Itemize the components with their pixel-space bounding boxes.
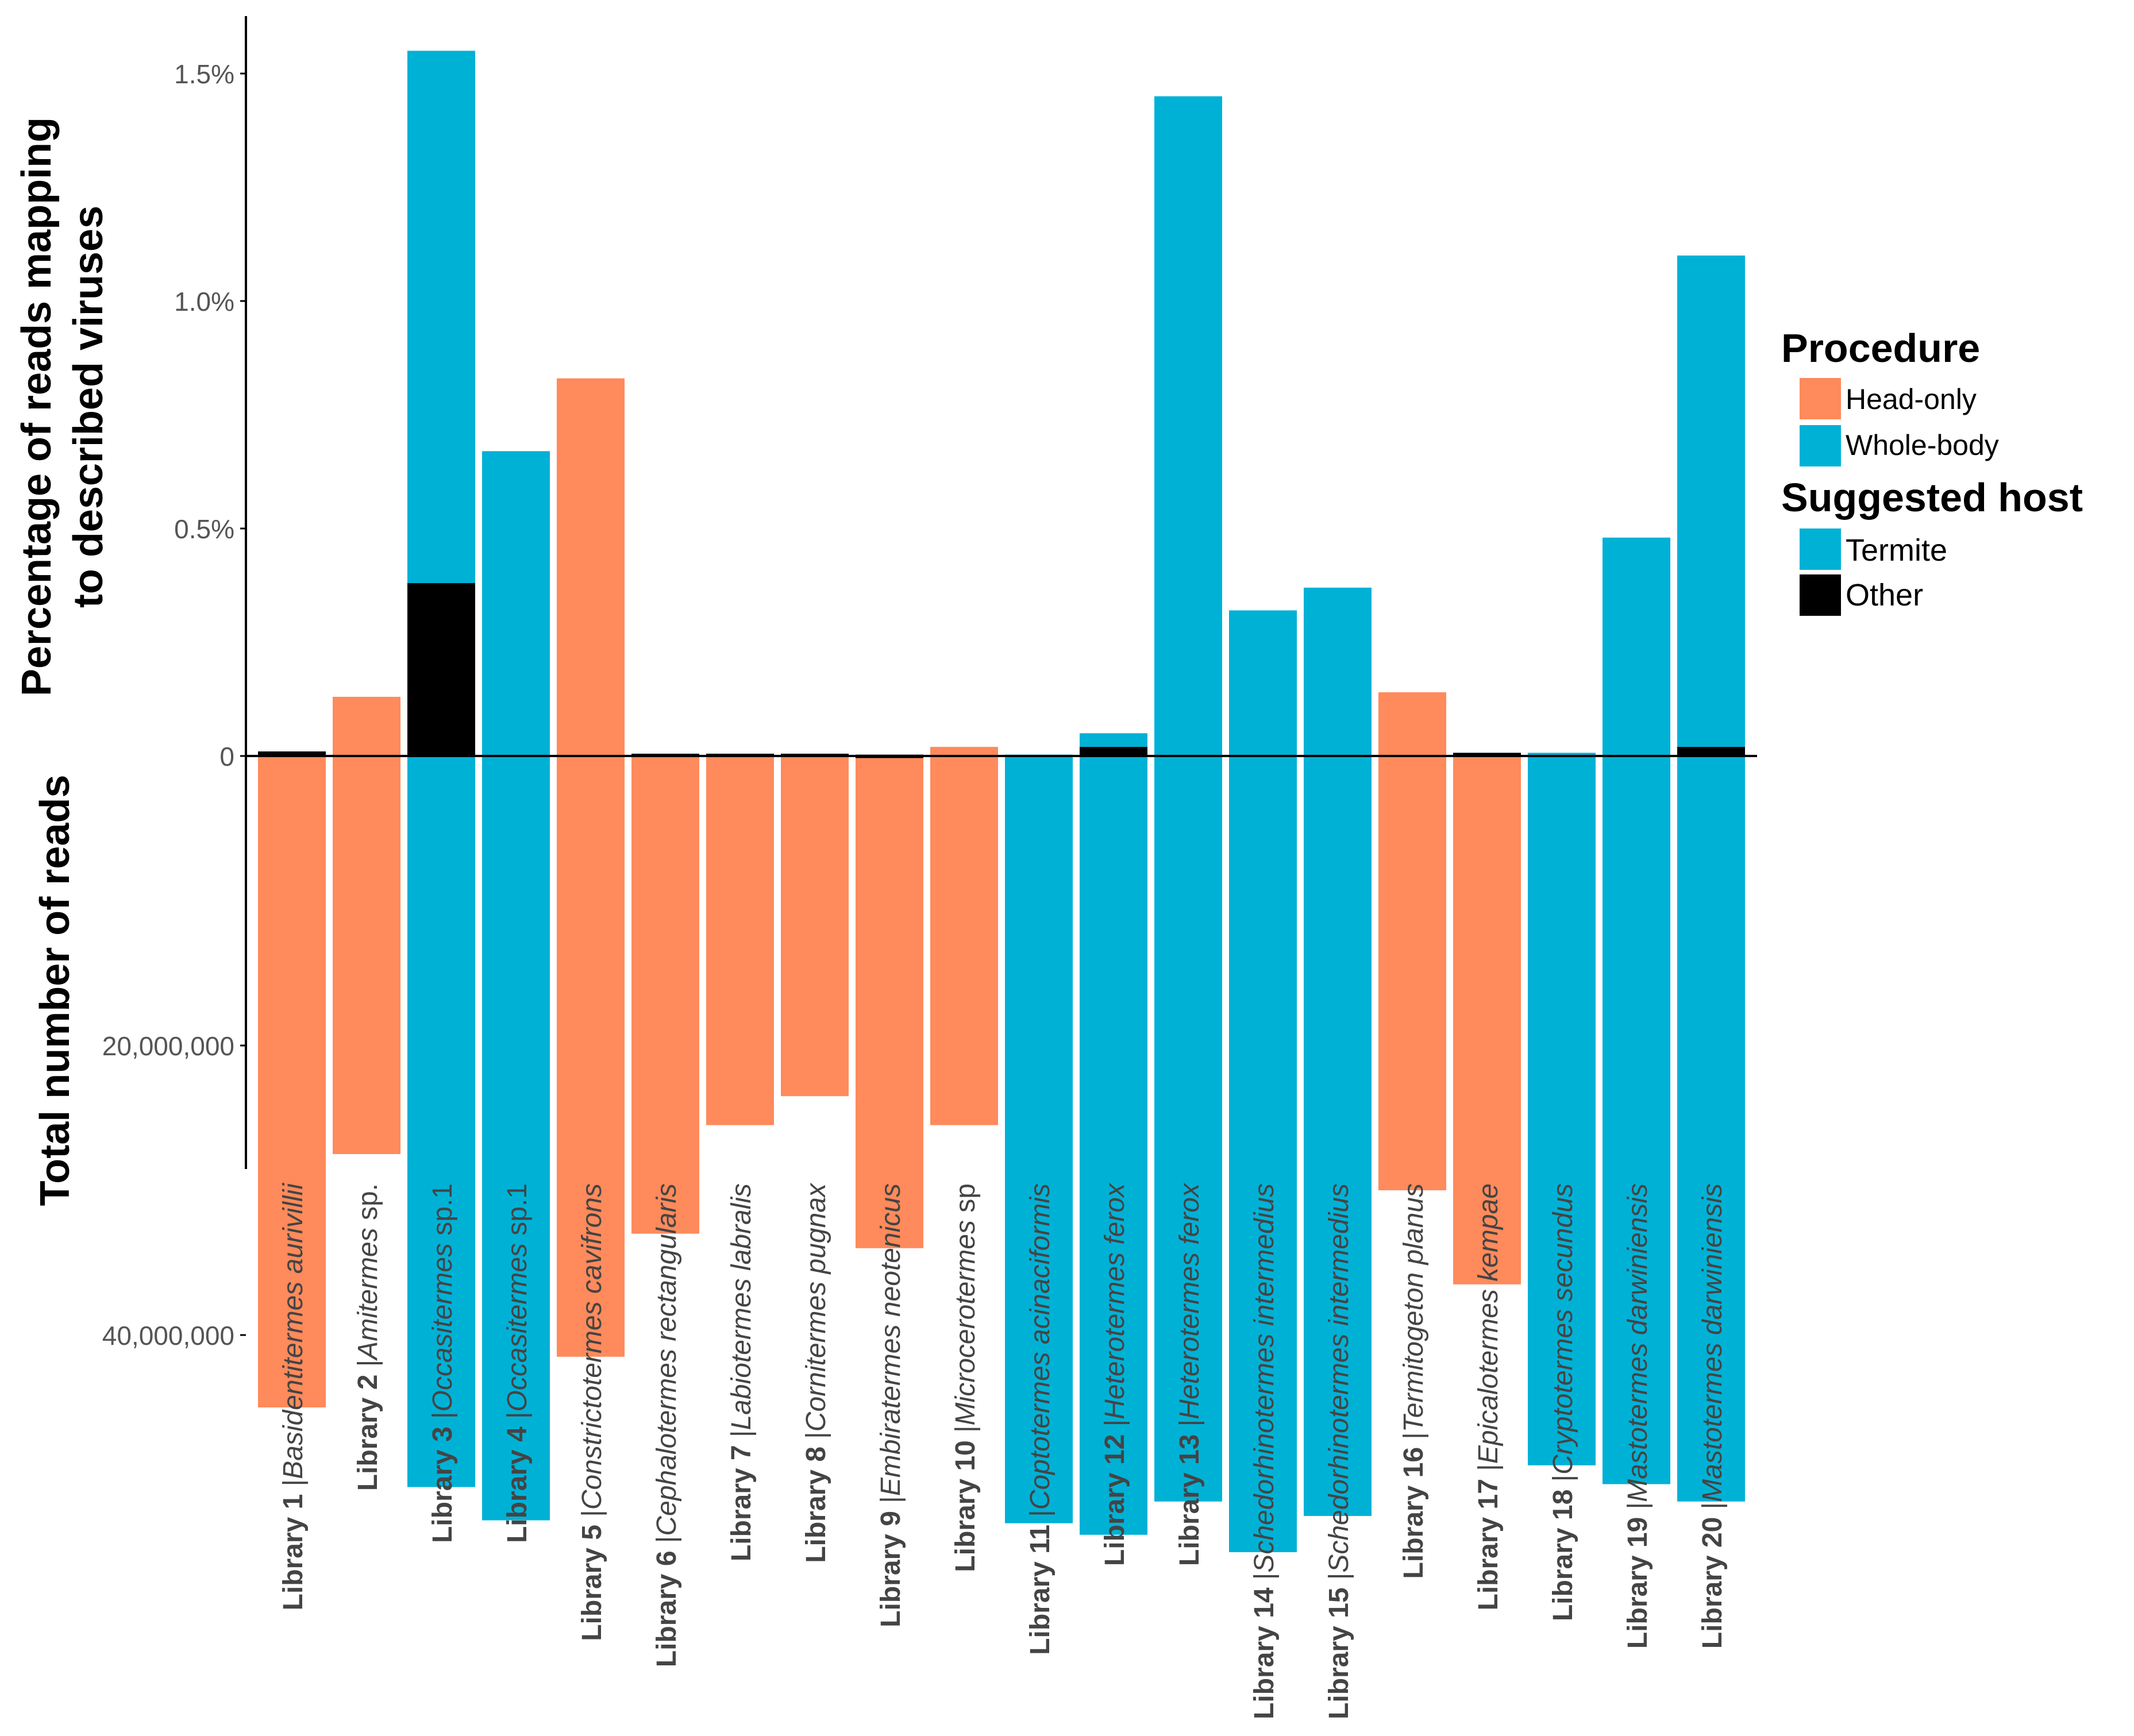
- reads-bar-6: [631, 756, 699, 1234]
- pct-termite-bar-2: [333, 697, 400, 756]
- legend-label-head-only: Head-only: [1846, 383, 1977, 415]
- pct-other-bar-12: [1080, 747, 1147, 756]
- reads-bar-18: [1528, 756, 1596, 1465]
- pct-termite-bar-13: [1154, 96, 1222, 757]
- reads-bar-4: [482, 756, 550, 1521]
- x-label-12: Library 12 |Heterotermes ferox: [1100, 1182, 1130, 1566]
- x-label-16: Library 16 |Termitogeton planus: [1399, 1183, 1429, 1579]
- bottom-tick-label-1: 40,000,000: [102, 1321, 234, 1351]
- reads-bar-16: [1378, 756, 1446, 1190]
- pct-termite-bar-14: [1229, 610, 1297, 756]
- y-title-top-line1: Percentage of reads mapping: [14, 117, 60, 696]
- pct-other-bar-17: [1453, 753, 1521, 757]
- reads-bar-5: [557, 756, 625, 1357]
- reads-bar-8: [781, 756, 849, 1097]
- pct-termite-bar-20: [1677, 255, 1745, 747]
- x-label-10: Library 10 |Microcerotermes sp: [950, 1183, 981, 1572]
- x-label-14: Library 14 |Schedorhinotermes intermediu…: [1249, 1183, 1280, 1719]
- x-label-15: Library 15 |Schedorhinotermes intermediu…: [1324, 1183, 1354, 1719]
- pct-termite-bar-4: [482, 451, 550, 756]
- reads-bar-10: [930, 756, 998, 1125]
- x-label-2: Library 2 |Amitermes sp.: [353, 1183, 383, 1491]
- reads-bar-15: [1304, 756, 1372, 1516]
- pct-termite-bar-12: [1080, 733, 1147, 747]
- x-label-8: Library 8 |Cornitermes pugnax: [801, 1182, 831, 1563]
- pct-termite-bar-16: [1378, 692, 1446, 756]
- legend-label-whole-body: Whole-body: [1846, 429, 1999, 461]
- top-tick-label-1: 0.5%: [174, 514, 234, 544]
- x-label-17: Library 17 |Epicalotermes kempae: [1473, 1183, 1504, 1611]
- ticks-layer: 0 0.5% 1.0% 1.5% 20,000,000 40,000,000: [102, 59, 246, 1351]
- x-label-7: Library 7 |Labiotermes labralis: [726, 1183, 757, 1561]
- reads-bar-1: [258, 756, 326, 1407]
- top-tick-label-3: 1.5%: [174, 59, 234, 89]
- x-label-20: Library 20 |Mastotermes darwiniensis: [1697, 1183, 1728, 1649]
- reads-bar-13: [1154, 756, 1222, 1502]
- legend-host-title: Suggested host: [1781, 475, 2083, 520]
- pct-termite-bar-15: [1304, 587, 1372, 756]
- reads-bar-12: [1080, 756, 1147, 1535]
- legend-swatch-whole-body: [1800, 425, 1841, 466]
- top-tick-label-0: 0: [219, 742, 234, 771]
- x-label-18: Library 18 |Cryptotermes secundus: [1548, 1183, 1578, 1621]
- y-title-top-line2: to described viruses: [66, 206, 111, 608]
- x-label-3: Library 3 |Occasitermes sp.1: [427, 1183, 458, 1543]
- reads-bar-11: [1005, 756, 1073, 1523]
- axes-layer: [245, 16, 1757, 1169]
- reads-bar-2: [333, 756, 400, 1154]
- pct-other-bar-1: [258, 751, 326, 756]
- x-label-5: Library 5 |Constrictotermes cavifrons: [577, 1183, 607, 1641]
- x-label-1: Library 1 |Basidentitermes aurivillii: [278, 1183, 309, 1611]
- reads-bar-7: [706, 756, 774, 1125]
- pct-termite-bar-19: [1603, 537, 1670, 756]
- x-label-4: Library 4 |Occasitermes sp.1: [502, 1183, 533, 1543]
- reads-bar-14: [1229, 756, 1297, 1552]
- pct-termite-bar-3: [407, 51, 475, 584]
- reads-bar-19: [1603, 756, 1670, 1484]
- y-title-bottom: Total number of reads: [32, 775, 78, 1206]
- legend-swatch-other: [1800, 574, 1841, 616]
- reads-bar-9: [856, 756, 923, 1248]
- legend-procedure-title: Procedure: [1781, 326, 1980, 371]
- legend: Procedure Head-only Whole-body Suggested…: [1781, 326, 2083, 616]
- legend-swatch-head-only: [1800, 378, 1841, 419]
- pct-termite-bar-18: [1528, 753, 1596, 756]
- x-label-19: Library 19 |Mastotermes darwiniensis: [1623, 1183, 1653, 1649]
- legend-swatch-termite: [1800, 528, 1841, 570]
- reads-bar-20: [1677, 756, 1745, 1502]
- reads-bar-3: [407, 756, 475, 1487]
- x-label-13: Library 13 |Heterotermes ferox: [1174, 1182, 1205, 1566]
- x-label-11: Library 11 |Coptotermes acinaciformis: [1025, 1183, 1056, 1655]
- pct-other-bar-3: [407, 583, 475, 756]
- pct-termite-bar-5: [557, 378, 625, 756]
- x-label-9: Library 9 |Embiratermes neotenicus: [876, 1183, 906, 1627]
- x-labels-layer: Library 1 |Basidentitermes aurivillii Lib…: [278, 1182, 1728, 1719]
- legend-label-other: Other: [1846, 578, 1923, 612]
- pct-other-bar-20: [1677, 747, 1745, 756]
- bars-layer: [258, 51, 1745, 1552]
- legend-label-termite: Termite: [1846, 533, 1947, 568]
- pct-termite-bar-10: [930, 747, 998, 756]
- bottom-tick-label-0: 20,000,000: [102, 1031, 234, 1061]
- reads-bar-17: [1453, 756, 1521, 1284]
- x-label-6: Library 6 |Cephalotermes rectangularis: [652, 1183, 682, 1667]
- top-tick-label-2: 1.0%: [174, 287, 234, 317]
